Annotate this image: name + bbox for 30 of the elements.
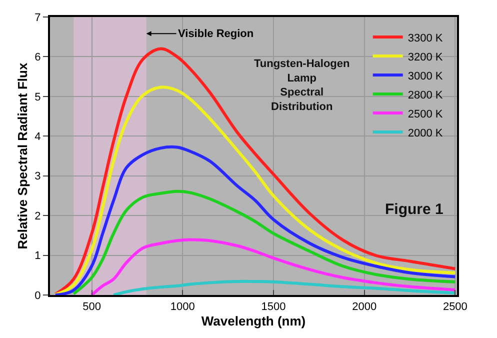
legend-label: 2500 K [408,108,444,120]
x-axis-title: Wavelength (nm) [201,313,306,328]
line-series [112,280,457,295]
y-tick-label: 6 [34,52,41,64]
x-tick-label: 2500 [442,301,468,314]
legend-label: 2800 K [408,89,444,102]
y-tick-label: 0 [34,290,41,302]
line-series [54,145,457,295]
line-series [72,190,457,295]
legend-label: 3300 K [408,32,444,44]
x-tick-label: 500 [82,301,101,314]
x-tick-label: 2000 [352,301,377,314]
annotation: Figure 1 [385,201,444,218]
x-tick-label: 1000 [170,301,195,314]
y-tick-label: 5 [34,91,41,104]
y-tick-label: 7 [34,12,41,24]
y-tick-label: 3 [34,170,41,183]
y-axis-title: Relative Spectral Radiant Flux [15,62,30,250]
legend-label: 3000 K [408,70,444,82]
line-series [90,238,457,295]
y-tick-label: 4 [34,130,41,143]
band-label: Visible Region [178,28,254,40]
legend-label: 3200 K [408,51,444,64]
legend-label: 2000 K [408,127,444,140]
annotation: Tungsten-Halogen Lamp Spectral Distribution [254,58,350,113]
x-tick-label: 1500 [261,301,286,314]
line-series [54,47,457,295]
y-tick-label: 1 [34,250,41,262]
line-series [54,86,457,295]
y-tick-label: 2 [34,210,41,222]
